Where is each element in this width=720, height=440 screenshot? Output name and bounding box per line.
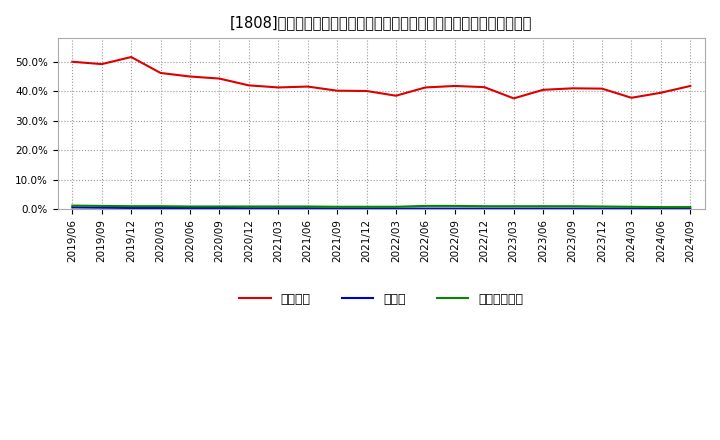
のれん	[97, 205, 106, 210]
繰延税金資産	[510, 204, 518, 209]
繰延税金資産	[245, 204, 253, 209]
のれん	[539, 206, 547, 211]
のれん	[245, 205, 253, 211]
のれん	[303, 205, 312, 211]
繰延税金資産	[274, 204, 283, 209]
のれん	[362, 206, 371, 211]
繰延税金資産	[539, 204, 547, 209]
のれん	[598, 206, 606, 211]
のれん	[627, 206, 636, 211]
自己資本	[686, 83, 695, 88]
繰延税金資産	[451, 203, 459, 209]
自己資本	[362, 88, 371, 94]
自己資本	[303, 84, 312, 89]
繰延税金資産	[68, 203, 76, 208]
Title: [1808]　自己資本、のれん、繰延税金資産の総資産に対する比率の推移: [1808] 自己資本、のれん、繰延税金資産の総資産に対する比率の推移	[230, 15, 533, 30]
自己資本	[451, 83, 459, 88]
自己資本	[333, 88, 341, 93]
繰延税金資産	[156, 204, 165, 209]
のれん	[186, 205, 194, 211]
Line: 繰延税金資産: 繰延税金資産	[72, 205, 690, 207]
自己資本	[627, 95, 636, 100]
のれん	[392, 206, 400, 211]
自己資本	[568, 86, 577, 91]
繰延税金資産	[97, 203, 106, 209]
繰延税金資産	[127, 204, 135, 209]
のれん	[686, 206, 695, 212]
繰延税金資産	[392, 204, 400, 209]
繰延税金資産	[627, 204, 636, 209]
自己資本	[421, 85, 430, 90]
のれん	[215, 205, 224, 211]
のれん	[480, 206, 489, 211]
繰延税金資産	[186, 204, 194, 209]
Line: のれん: のれん	[72, 207, 690, 209]
自己資本	[186, 74, 194, 79]
自己資本	[510, 96, 518, 101]
繰延税金資産	[421, 203, 430, 209]
自己資本	[156, 70, 165, 76]
繰延税金資産	[215, 204, 224, 209]
のれん	[68, 205, 76, 210]
のれん	[568, 206, 577, 211]
繰延税金資産	[303, 204, 312, 209]
自己資本	[97, 62, 106, 67]
自己資本	[657, 90, 665, 95]
繰延税金資産	[686, 205, 695, 210]
自己資本	[274, 85, 283, 90]
自己資本	[539, 87, 547, 92]
Line: 自己資本: 自己資本	[72, 57, 690, 99]
のれん	[510, 206, 518, 211]
のれん	[451, 206, 459, 211]
繰延税金資産	[333, 204, 341, 209]
のれん	[421, 206, 430, 211]
繰延税金資産	[362, 204, 371, 209]
のれん	[333, 206, 341, 211]
繰延税金資産	[657, 205, 665, 210]
繰延税金資産	[598, 204, 606, 209]
のれん	[127, 205, 135, 211]
繰延税金資産	[568, 204, 577, 209]
自己資本	[127, 55, 135, 60]
自己資本	[68, 59, 76, 64]
自己資本	[598, 86, 606, 91]
のれん	[657, 206, 665, 212]
自己資本	[245, 83, 253, 88]
のれん	[274, 205, 283, 211]
Legend: 自己資本, のれん, 繰延税金資産: 自己資本, のれん, 繰延税金資産	[235, 288, 528, 311]
自己資本	[392, 93, 400, 99]
繰延税金資産	[480, 204, 489, 209]
自己資本	[480, 84, 489, 90]
自己資本	[215, 76, 224, 81]
のれん	[156, 205, 165, 211]
